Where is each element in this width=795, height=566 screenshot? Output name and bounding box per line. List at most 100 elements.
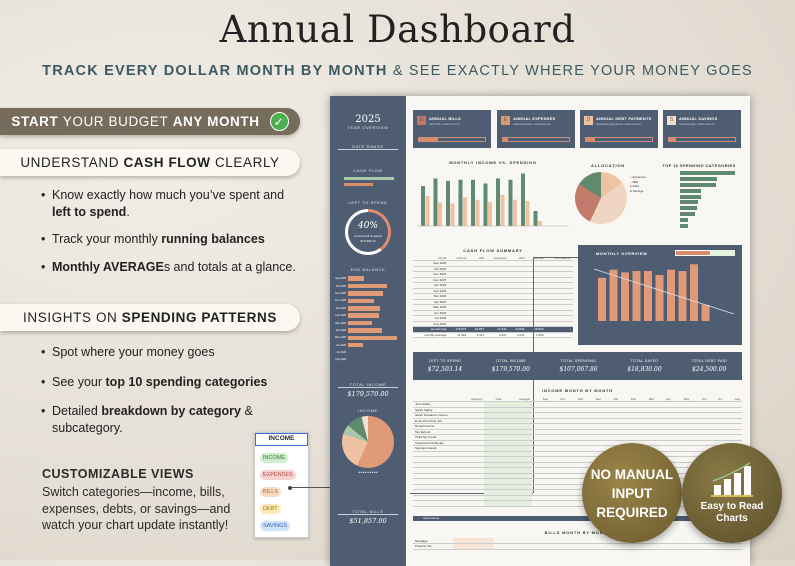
category-cell[interactable]: Child Tax Credit <box>413 434 485 441</box>
month-label: Jun 2026 <box>335 343 346 347</box>
value-cell <box>545 271 573 278</box>
total-bills-label: TOTAL BILLS <box>338 509 398 515</box>
value-cell <box>508 304 527 311</box>
card-progress <box>585 137 653 142</box>
legend-label: Expenses <box>632 175 646 179</box>
monthly-overview-panel: MONTHLY OVERVIEW <box>578 245 742 345</box>
stat-value: $24,500.00 <box>692 366 727 373</box>
value-cell <box>508 260 527 267</box>
dropdown-option-expenses[interactable]: EXPENSES <box>260 470 296 480</box>
value-cell <box>585 429 604 435</box>
overview-selector-a[interactable] <box>675 250 711 256</box>
dropdown-option-debt[interactable]: DEBT <box>260 504 281 514</box>
income-bar <box>483 183 488 226</box>
category-cell[interactable]: Emily Part-Time Job <box>413 418 485 424</box>
value-cell <box>723 418 742 424</box>
stat-label: TOTAL SPENDING <box>560 359 597 363</box>
column-header: Dec <box>585 396 604 402</box>
end-balance-row: Dec 2025 <box>330 297 406 304</box>
dropdown-selected[interactable]: INCOME <box>255 433 308 446</box>
value-cell <box>448 299 469 305</box>
empty-cell <box>413 467 485 474</box>
category-cell[interactable]: Rental Income <box>413 423 485 430</box>
value-cell <box>723 412 742 419</box>
end-balance-bar <box>348 335 398 341</box>
empty-cell <box>503 478 533 485</box>
value-cell <box>655 407 673 413</box>
value-cell <box>448 310 469 316</box>
cash-flow-pill: UNDERSTAND CASH FLOW CLEARLY <box>0 149 300 176</box>
end-balance-row: Oct 2025 <box>330 282 406 289</box>
empty-cell <box>413 462 485 468</box>
spending-bar <box>450 203 455 226</box>
value-cell <box>503 418 533 424</box>
legend-label: Bills <box>632 179 639 184</box>
empty-cell <box>484 456 504 463</box>
value-cell <box>680 538 701 544</box>
value-cell <box>535 543 557 550</box>
top10-title: TOP 10 SPENDING CATEGORIES <box>662 163 736 168</box>
value-cell <box>585 423 604 430</box>
month-cell: May 2026 <box>413 304 449 311</box>
column-header: Jun <box>691 396 709 402</box>
empty-cell <box>566 467 586 474</box>
end-balance-row: Jul 2026 <box>330 349 406 356</box>
column-header: Feb <box>620 396 639 402</box>
dropdown-option-bills[interactable]: BILLS <box>260 487 281 497</box>
value-cell <box>514 543 536 550</box>
month-label: Sep 2025 <box>335 277 346 281</box>
empty-cell <box>672 467 692 474</box>
value-cell <box>468 288 487 294</box>
category-cell[interactable]: Tax Refund <box>413 429 485 435</box>
stat-value: $179,570.00 <box>491 366 530 373</box>
top10-bar <box>680 224 688 229</box>
value-cell <box>526 293 546 300</box>
empty-cell <box>503 467 533 474</box>
value-cell <box>691 418 709 424</box>
badge-line: INPUT <box>611 485 653 501</box>
bullet-item: Monthly AVERAGEs and totals at a glance. <box>41 259 302 276</box>
category-cell[interactable]: Sarah Salary <box>413 407 485 413</box>
category-cell[interactable]: Investment Dividends <box>413 440 485 446</box>
category-cell[interactable]: Mortgage <box>413 538 453 544</box>
subtitle-rest: & SEE EXACTLY WHERE YOUR MONEY GOES <box>387 63 753 79</box>
start-any-month-pill: START YOUR BUDGET ANY MONTH ✓ <box>0 108 300 135</box>
overview-selector-b[interactable] <box>711 250 735 256</box>
value-cell <box>603 412 621 419</box>
category-cell[interactable]: John Salary <box>413 401 485 408</box>
value-cell <box>448 266 469 272</box>
empty-cell <box>566 495 586 501</box>
value-cell <box>448 260 469 267</box>
category-cell[interactable]: Savings Interest <box>413 445 485 452</box>
spending-bar <box>438 202 442 226</box>
category-dropdown[interactable]: INCOME INCOME EXPENSES BILLS DEBT SAVINGS <box>254 432 309 538</box>
table-row: Jun 2026 <box>413 310 573 316</box>
value-cell <box>468 266 487 272</box>
empty-cell <box>484 489 504 496</box>
value-cell <box>545 277 573 283</box>
value-cell <box>550 445 567 452</box>
income-legend: ■ ■ ■ ■ ■ ■ ■ ■ ■ <box>358 470 378 474</box>
end-balance-row: Feb 2026 <box>330 312 406 319</box>
empty-cell <box>566 473 586 479</box>
value-cell <box>484 418 504 424</box>
income-bar <box>433 178 438 226</box>
value-cell <box>556 538 577 544</box>
category-cell[interactable]: Property Tax <box>413 543 453 550</box>
bullet-text: Know exactly how much you’ve spent and <box>52 188 285 202</box>
dropdown-option-savings[interactable]: SAVINGS <box>260 521 291 531</box>
month-cell: Sep 2025 <box>413 260 449 267</box>
value-cell <box>691 407 709 413</box>
table-row: May 2026 <box>413 304 573 311</box>
category-cell[interactable]: Sarah Freelance Income <box>413 412 485 419</box>
pill-text: SPENDING PATTERNS <box>121 310 277 325</box>
bullet-text: left to spend <box>52 204 127 219</box>
dropdown-option-income[interactable]: INCOME <box>260 453 288 463</box>
empty-cell <box>566 500 586 507</box>
value-cell <box>503 412 533 419</box>
value-cell <box>655 429 673 435</box>
empty-cell <box>672 462 692 468</box>
summary-cell: 14,964 <box>448 332 469 338</box>
value-cell <box>545 266 573 272</box>
empty-cell <box>566 484 586 490</box>
